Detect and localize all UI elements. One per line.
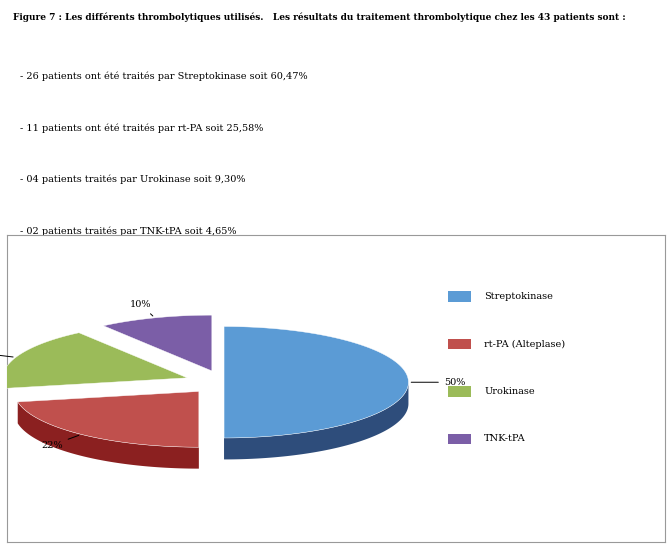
Text: - 04 patients traités par Urokinase soit 9,30%: - 04 patients traités par Urokinase soit… (20, 175, 245, 184)
Bar (448, 339, 471, 350)
Polygon shape (3, 333, 187, 388)
Text: - 11 patients ont été traités par rt-PA soit 25,58%: - 11 patients ont été traités par rt-PA … (20, 123, 263, 132)
Polygon shape (17, 402, 199, 469)
Text: TNK-tPA: TNK-tPA (484, 434, 526, 444)
Bar (448, 386, 471, 397)
Polygon shape (224, 327, 409, 438)
Text: 50%: 50% (411, 378, 465, 387)
Polygon shape (103, 315, 212, 371)
Text: Figure 7 : Les différents thrombolytiques utilisés.   Les résultats du traitemen: Figure 7 : Les différents thrombolytique… (13, 13, 626, 22)
Polygon shape (3, 378, 6, 410)
Bar (448, 434, 471, 444)
Polygon shape (224, 383, 409, 459)
Bar (448, 291, 471, 302)
Text: - 26 patients ont été traités par Streptokinase soit 60,47%: - 26 patients ont été traités par Strept… (20, 71, 308, 81)
Text: 18%: 18% (0, 348, 13, 357)
Text: Streptokinase: Streptokinase (484, 292, 553, 301)
Text: 10%: 10% (130, 300, 153, 316)
Text: rt-PA (Alteplase): rt-PA (Alteplase) (484, 339, 565, 348)
Text: Urokinase: Urokinase (484, 387, 535, 396)
Text: - 02 patients traités par TNK-tPA soit 4,65%: - 02 patients traités par TNK-tPA soit 4… (20, 226, 237, 236)
Polygon shape (17, 392, 199, 447)
Text: 22%: 22% (41, 435, 79, 450)
